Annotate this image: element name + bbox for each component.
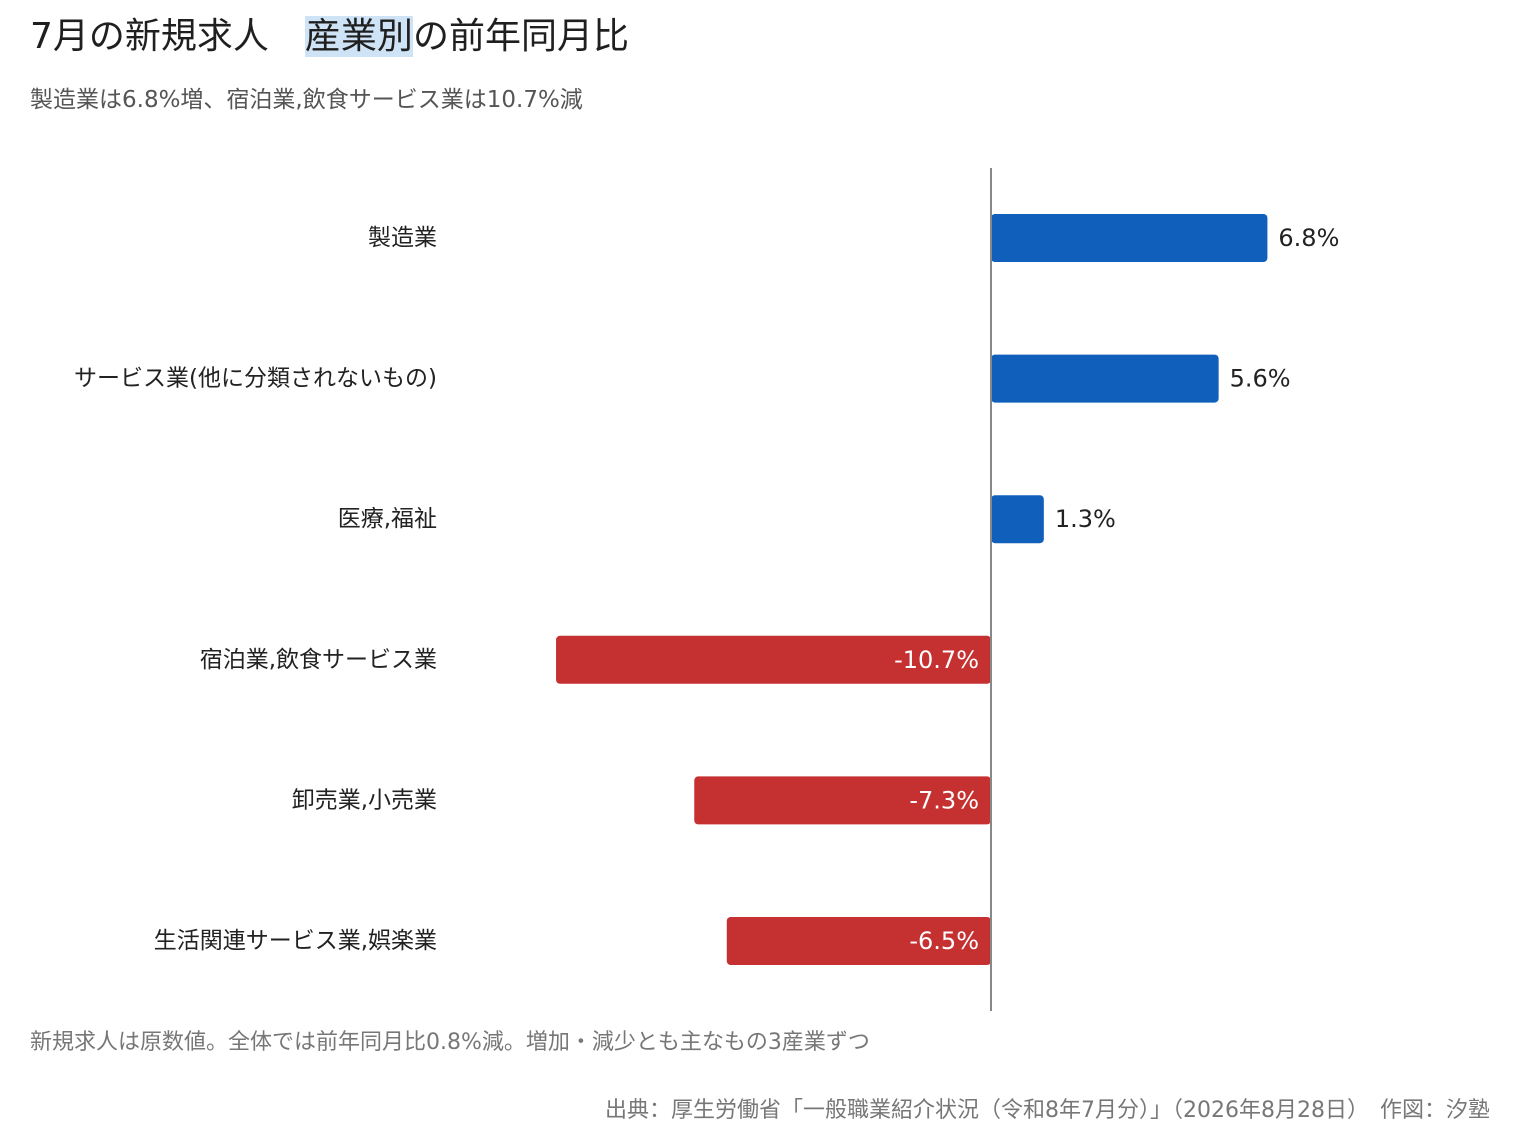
chart-note: 新規求人は原数値。全体では前年同月比0.8%減。増加・減少とも主なもの3産業ずつ xyxy=(30,1030,870,1055)
data-label: -10.7% xyxy=(894,646,979,674)
data-label: 1.3% xyxy=(1055,505,1116,533)
data-label: 6.8% xyxy=(1278,224,1339,252)
negative-bar xyxy=(556,635,991,684)
positive-bar xyxy=(991,354,1219,403)
negative-bar xyxy=(694,776,991,825)
category-label: 製造業 xyxy=(368,225,437,251)
title-highlight: 産業別 xyxy=(304,16,413,57)
chart-subtitle: 製造業は6.8%増、宿泊業,飲食サービス業は10.7%減 xyxy=(30,87,583,113)
category-label: サービス業(他に分類されないもの) xyxy=(74,366,437,392)
category-label: 医療,福祉 xyxy=(338,506,437,532)
chart-title: 7月の新規求人 産業別の前年同月比 xyxy=(30,14,629,60)
positive-bar xyxy=(991,214,1268,262)
negative-bar xyxy=(726,917,991,965)
data-label: -6.5% xyxy=(909,927,979,955)
category-label: 卸売業,小売業 xyxy=(292,787,437,813)
category-label: 生活関連サービス業,娯楽業 xyxy=(154,928,437,954)
positive-bar xyxy=(991,495,1044,544)
bar-chart: 製造業 6.8% サービス業(他に分類されないもの) 5.6% 医療,福祉 1.3% 宿泊業… xyxy=(74,168,1339,1011)
title-text-end: の前年同月比 xyxy=(412,16,629,57)
data-label: -7.3% xyxy=(909,786,979,814)
chart-source: 出典：厚生労働省「一般職業紹介状況（令和8年7月分）」（2026年8月28日） … xyxy=(605,1098,1490,1123)
category-label: 宿泊業,飲食サービス業 xyxy=(200,647,437,673)
data-label: 5.6% xyxy=(1230,365,1291,393)
title-text: 7月の新規求人 xyxy=(30,16,269,57)
